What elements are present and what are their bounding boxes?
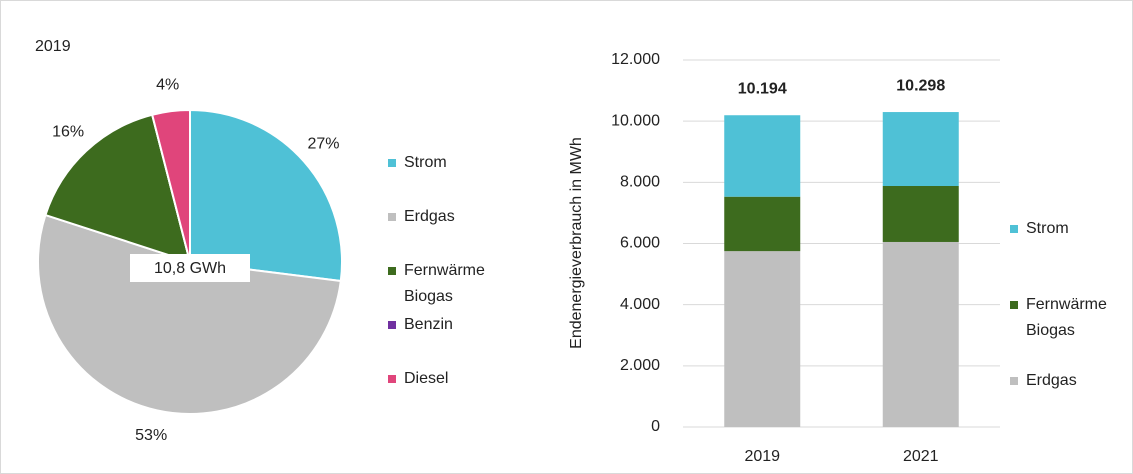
legend-item: Strom bbox=[388, 150, 514, 176]
y-tick-label: 12.000 bbox=[611, 51, 660, 68]
legend-item: Strom bbox=[1010, 216, 1133, 242]
legend-label: Diesel bbox=[404, 370, 449, 387]
bar-segment bbox=[724, 196, 801, 252]
y-tick-label: 8.000 bbox=[620, 174, 660, 191]
y-tick-label: 10.000 bbox=[611, 112, 660, 129]
slice-label: 53% bbox=[135, 427, 167, 444]
pie-title: 2019 bbox=[35, 38, 71, 55]
legend-label: Benzin bbox=[404, 316, 453, 333]
legend-item: Diesel bbox=[388, 366, 514, 392]
y-tick-label: 6.000 bbox=[620, 235, 660, 252]
bar-segment bbox=[882, 112, 959, 187]
x-tick-label: 2019 bbox=[744, 448, 780, 465]
total-label: 10.194 bbox=[738, 80, 787, 97]
bar-segment bbox=[724, 251, 801, 427]
legend-label: Strom bbox=[404, 154, 447, 171]
bar-segment bbox=[724, 115, 801, 197]
center-label: 10,8 GWh bbox=[154, 260, 226, 277]
legend-swatch bbox=[388, 321, 396, 329]
total-label: 10.298 bbox=[896, 77, 945, 94]
x-tick-label: 2021 bbox=[903, 448, 939, 465]
legend-label: Erdgas bbox=[404, 208, 455, 225]
pie-slice bbox=[189, 108, 343, 283]
slice-label: 4% bbox=[156, 77, 179, 94]
legend-label: Fernwärme Biogas bbox=[404, 262, 485, 305]
slice-label: 16% bbox=[52, 123, 84, 140]
legend-swatch bbox=[388, 267, 396, 275]
bar-segment bbox=[882, 241, 959, 427]
pie-slice bbox=[37, 213, 342, 415]
pie-slice bbox=[44, 113, 192, 264]
legend-swatch bbox=[388, 375, 396, 383]
legend-swatch bbox=[388, 159, 396, 167]
y-tick-label: 2.000 bbox=[620, 357, 660, 374]
legend-item: Fernwärme Biogas bbox=[388, 258, 514, 310]
pie-slice bbox=[150, 108, 191, 263]
slice-label: 27% bbox=[308, 136, 340, 153]
legend-item: Benzin bbox=[388, 312, 514, 338]
legend-label: Fernwärme Biogas bbox=[1026, 296, 1107, 339]
legend-item: Erdgas bbox=[388, 204, 514, 230]
legend-label: Erdgas bbox=[1026, 372, 1077, 389]
y-axis-label: Endenergieverbrauch in MWh bbox=[568, 137, 585, 349]
legend-item: Fernwärme Biogas bbox=[1010, 292, 1133, 344]
center-label-box bbox=[130, 254, 250, 282]
legend-swatch bbox=[1010, 377, 1018, 385]
legend-swatch bbox=[1010, 301, 1018, 309]
legend-swatch bbox=[388, 213, 396, 221]
y-tick-label: 4.000 bbox=[620, 296, 660, 313]
legend-swatch bbox=[1010, 225, 1018, 233]
legend-label: Strom bbox=[1026, 220, 1069, 237]
y-tick-label: 0 bbox=[651, 418, 660, 435]
legend-item: Erdgas bbox=[1010, 368, 1133, 394]
bar-segment bbox=[882, 186, 959, 242]
